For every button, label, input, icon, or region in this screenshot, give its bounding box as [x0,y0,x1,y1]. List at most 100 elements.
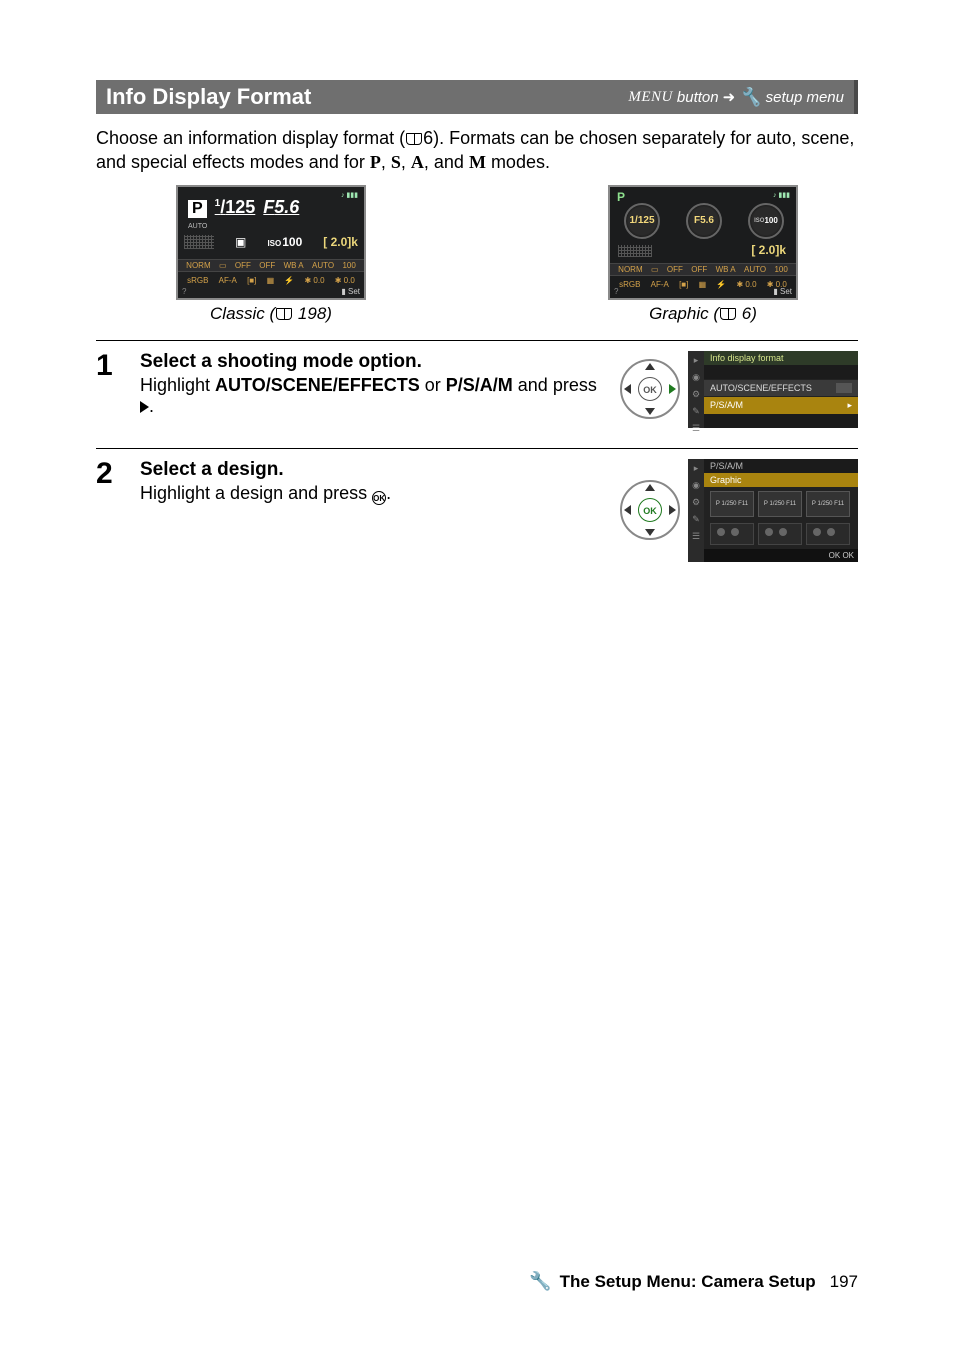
set-label: ▮ Set [341,287,360,296]
book-icon [406,133,422,145]
step-number: 2 [96,459,124,562]
r1c4: WB A [284,261,304,270]
tab-icon: ▸ [694,355,699,366]
gr1c4: WB A [716,265,736,274]
step-description: Highlight a design and press OK. [140,483,604,505]
classic-caption: Classic ( 198) [176,304,366,324]
intro-text-a: Choose an information display format ( [96,128,405,148]
menu-screenshot: ▸ ◉ ⚙ ✎ ☰ P/S/A/M Graphic P 1/250 F11 P … [688,459,858,562]
mode-p: P [370,152,381,172]
menu-word: MENU [628,89,673,106]
gr1c1: ▭ [651,265,659,274]
graphic-figure: P ♪ ▮▮▮ 1/125 F5.6 ISO100 [ 2.0]k NORM ▭… [608,185,798,324]
status-row-1: NORM ▭ OFF OFF WB A AUTO 100 [610,263,796,276]
page-number: 197 [830,1272,858,1292]
right-arrow-icon [140,401,149,413]
book-icon [720,308,736,320]
af-area-icon [184,235,214,249]
mode-a: A [411,152,424,172]
help-icon: ? [614,287,618,296]
status-row-2: sRGB AF-A [■] ▦ ⚡ ✱ 0.0 ✱ 0.0 [178,275,364,286]
shutter-value: 1/125 [215,197,256,218]
tab-icon: ☰ [692,531,700,542]
gr2c3: ▦ [699,280,707,289]
step-number: 1 [96,351,124,428]
r1c0: NORM [186,261,210,270]
section-title: Info Display Format [106,84,311,110]
design-thumb: P 1/250 F11 [758,491,802,517]
menu-breadcrumb: P/S/A/M [704,459,858,473]
gr2c0: sRGB [619,280,640,289]
shutter-dial: 1/125 [624,203,660,239]
footer-text: The Setup Menu: Camera Setup [560,1272,816,1292]
menu-path: MENU button ➜ 🔧 setup menu [628,87,844,108]
r1c5: AUTO [312,261,334,270]
step-graphic: OK ▸ ◉ ⚙ ✎ ☰ P/S/A/M Graphic P 1/250 F [620,459,858,562]
arrow-icon: ➜ [723,88,736,106]
wrench-icon: 🔧 [529,1271,551,1292]
r2c5: ✱ 0.0 [305,276,325,285]
ok-center: OK [638,377,662,401]
mode-badge: P [188,200,207,218]
status-row-2: sRGB AF-A [■] ▦ ⚡ ✱ 0.0 ✱ 0.0 [610,279,796,290]
design-thumb: P 1/250 F11 [710,491,754,517]
battery-icon: ♪ ▮▮▮ [341,191,358,199]
r1c3: OFF [259,261,275,270]
menu-item-selected: P/S/A/M▸ [704,396,858,414]
help-icon: ? [182,287,186,296]
ok-center: OK [638,498,662,522]
menu-header: Info display format [704,351,858,365]
tab-icon: ◉ [692,372,700,383]
step-1: 1 Select a shooting mode option. Highlig… [96,340,858,448]
gr2c1: AF-A [651,280,669,289]
gr1c5: AUTO [744,265,766,274]
r1c1: ▭ [219,261,227,270]
r2c6: ✱ 0.0 [335,276,355,285]
auto-label: AUTO [188,223,207,230]
step-title: Select a shooting mode option. [140,351,604,373]
menu-selected-header: Graphic [704,473,858,487]
wrench-icon: 🔧 [739,87,761,108]
menu-footer: OK OK [704,549,858,562]
preview-thumb [836,383,852,393]
setup-menu-text: setup menu [766,89,844,106]
step-description: Highlight AUTO/SCENE/EFFECTS or P/S/A/M … [140,375,604,417]
button-word: button [677,89,719,106]
menu-item: AUTO/SCENE/EFFECTS [704,379,858,396]
status-row-1: NORM ▭ OFF OFF WB A AUTO 100 [178,259,364,272]
design-thumb: P 1/250 F11 [806,491,850,517]
gr1c6: 100 [774,265,787,274]
battery-icon: ♪ ▮▮▮ [773,191,790,199]
r2c2: [■] [247,276,256,285]
gr2c4: ⚡ [716,280,726,289]
intro-text-end: modes. [486,152,550,172]
set-label: ▮ Set [773,287,792,296]
page-footer: 🔧 The Setup Menu: Camera Setup 197 [529,1271,858,1292]
gr2c2: [■] [679,280,688,289]
gr2c5: ✱ 0.0 [737,280,757,289]
title-bar: Info Display Format MENU button ➜ 🔧 setu… [96,80,858,114]
r2c4: ⚡ [284,276,294,285]
design-thumb [758,523,802,545]
tab-icon: ✎ [692,406,700,417]
intro-paragraph: Choose an information display format (6)… [96,126,858,175]
intro-page-ref: 6 [423,128,433,148]
chevron-right-icon: ▸ [847,400,852,410]
graphic-lcd: P ♪ ▮▮▮ 1/125 F5.6 ISO100 [ 2.0]k NORM ▭… [608,185,798,300]
tab-icon: ◉ [692,480,700,491]
figures-row: ♪ ▮▮▮ P 1/125 F5.6 AUTO ▣ ISO100 [ 2.0]k… [96,185,858,324]
r2c0: sRGB [187,276,208,285]
gr1c2: OFF [667,265,683,274]
iso-value: ISO100 [267,235,302,249]
step-title: Select a design. [140,459,604,481]
tab-icon: ▸ [694,463,699,474]
gr1c3: OFF [691,265,707,274]
classic-lcd: ♪ ▮▮▮ P 1/125 F5.6 AUTO ▣ ISO100 [ 2.0]k… [176,185,366,300]
step-graphic: OK ▸ ◉ ⚙ ✎ ☰ Info display format AUTO [620,351,858,428]
mode-letter: P [617,190,625,204]
r2c3: ▦ [267,276,275,285]
r1c6: 100 [342,261,355,270]
ok-button-icon: OK [372,491,386,505]
aperture-dial: F5.6 [686,203,722,239]
book-icon [276,308,292,320]
